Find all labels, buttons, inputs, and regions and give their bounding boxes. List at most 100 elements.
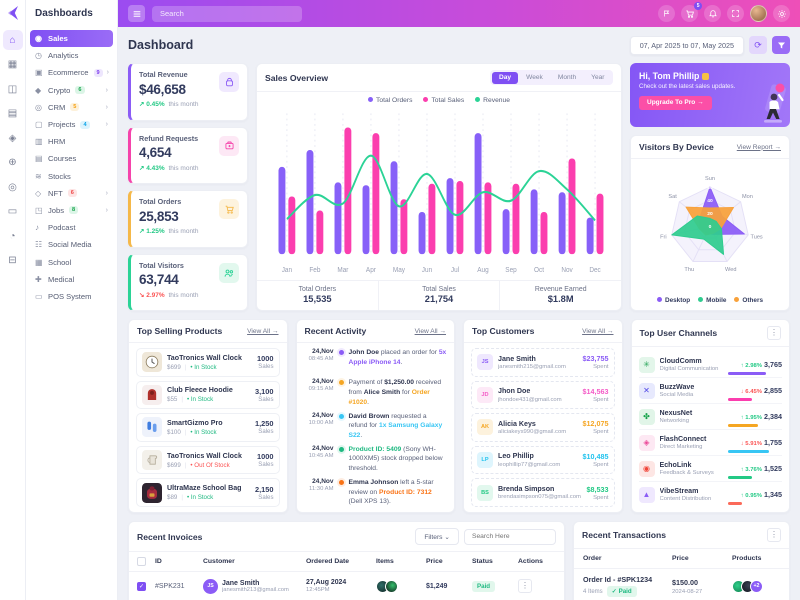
legend-desktop[interactable]: Desktop [656, 297, 690, 304]
refresh-button[interactable]: ⟳ [749, 36, 767, 54]
transactions-menu-icon[interactable]: ⋮ [767, 528, 781, 542]
customer-item[interactable]: LP Leo Phillip leophillip77@gmail.com $10… [471, 445, 615, 475]
filter-button[interactable] [772, 36, 790, 54]
channel-item-echolink[interactable]: ◉ EchoLink Feedback & Surveys ↑ 3.76% 1,52… [638, 456, 782, 482]
invoices-title: Recent Invoices [137, 531, 203, 542]
customers-view-all-link[interactable]: View All → [582, 327, 614, 335]
cart-icon[interactable]: 5 [681, 2, 702, 22]
legend-revenue[interactable]: Revenue [475, 97, 510, 104]
sidebar-item-nft[interactable]: ◇ NFT 6 › [35, 188, 108, 198]
topbar: 5 [118, 0, 800, 27]
sidebar-item-projects[interactable]: ▢ Projects 4 › [35, 120, 108, 130]
date-range-picker[interactable]: 07, Apr 2025 to 07, May 2025 [629, 35, 744, 55]
upgrade-pro-button[interactable]: Upgrade To Pro → [639, 95, 712, 110]
cloudcomm-logo-icon: ✳ [638, 356, 655, 373]
chevron-right-icon: › [105, 121, 108, 129]
sidebar-item-analytics[interactable]: ◷ Analytics [35, 51, 79, 61]
channel-item-cloudcomm[interactable]: ✳ CloudComm Digital Communication ↑ 2.98%… [638, 352, 782, 378]
tab-week[interactable]: Week [519, 72, 550, 84]
channel-item-flashconnect[interactable]: ◈ FlashConnect Direct Marketing ↓ 5.91% 1,… [638, 430, 782, 456]
products-view-all-link[interactable]: View All → [247, 327, 279, 335]
rail-chart-icon[interactable]: ◔ [9, 230, 16, 242]
user-avatar[interactable] [750, 5, 767, 22]
social-media-icon: ☷ [35, 240, 43, 250]
sidebar-item-hrm[interactable]: ▥ HRM [35, 137, 66, 147]
language-flag-icon[interactable] [658, 5, 675, 22]
product-item[interactable]: SmartGizmo Pro $100 | • In Stock 1,250 Sale… [136, 413, 280, 442]
top-user-channels-card: Top User Channels ⋮ ✳ CloudComm Digital C… [630, 319, 790, 513]
stat-card-refund-requests[interactable]: Refund Requests 4,654 ↗ 4.43% this month [128, 126, 248, 184]
rail-apps-icon[interactable]: ▦ [7, 59, 18, 70]
activity-view-all-link[interactable]: View All → [414, 327, 446, 335]
more-products-badge: +2 [750, 579, 763, 593]
select-all-checkbox[interactable] [137, 557, 146, 566]
sidebar-item-crm[interactable]: ◎ CRM 5 › [35, 102, 108, 112]
greeting-title: Hi, Tom Phillip [639, 71, 700, 81]
sidebar-item-social-media[interactable]: ☷ Social Media [35, 240, 92, 250]
transactions-table-header: Order Price Products [574, 549, 789, 569]
product-item[interactable]: Club Fleece Hoodie $55 | • In Stock 3,100 S… [136, 380, 280, 410]
tab-day[interactable]: Day [491, 71, 519, 84]
rail-layers-icon[interactable]: ◫ [7, 83, 18, 95]
product-item[interactable]: TaoTronics Wall Clock $699 | • Out Of Stoc… [136, 445, 280, 475]
menu-toggle-icon[interactable] [128, 5, 145, 22]
customer-item[interactable]: JS Jane Smith janesmith215@gmail.com $23,… [471, 348, 615, 377]
customer-item[interactable]: AK Alicia Keys aliciakeys990@gmail.com $1… [471, 413, 615, 442]
fullscreen-icon[interactable] [727, 5, 744, 22]
legend-total-sales[interactable]: Total Sales [423, 97, 464, 104]
rail-compass-icon[interactable]: ◎ [8, 181, 17, 193]
rail-diamond-icon[interactable]: ◈ [8, 132, 17, 144]
tab-year[interactable]: Year [584, 72, 611, 84]
sidebar-item-medical[interactable]: ✚ Medical [35, 274, 75, 284]
bag-icon [219, 72, 239, 92]
stat-card-total-orders[interactable]: Total Orders 25,853 ↗ 1.25% this month [128, 190, 248, 248]
transaction-row[interactable]: Order Id - #SPK1234 4 Items ✓ Paid $150.0… [574, 569, 789, 597]
product-item[interactable]: TaoTronics Wall Clock $699 | • In Stock 10… [136, 348, 280, 377]
invoices-search-input[interactable] [464, 528, 556, 545]
row-checkbox[interactable]: ✓ [137, 581, 146, 591]
channels-menu-icon[interactable]: ⋮ [767, 326, 781, 340]
settings-gear-icon[interactable] [773, 5, 790, 22]
channel-item-vibestream[interactable]: ▲ VibeStream Content Distribution ↑ 0.95%… [638, 482, 782, 507]
sidebar-item-jobs[interactable]: ◳ Jobs 8 › [35, 205, 108, 215]
search-input[interactable] [152, 5, 302, 22]
invoice-row[interactable]: ✓ #SPK231 JS Jane Smith janesmith213@gmai… [129, 572, 564, 600]
rail-document-icon[interactable]: ▤ [7, 108, 18, 119]
view-report-link[interactable]: View Report → [736, 143, 781, 151]
sidebar-item-podcast[interactable]: ♪ Podcast [35, 223, 76, 233]
sidebar-item-school[interactable]: ▦ School [35, 257, 72, 267]
stat-card-total-revenue[interactable]: Total Revenue $46,658 ↗ 0.45% this month [128, 63, 248, 121]
avatar: JS [477, 354, 493, 371]
product-item[interactable]: UltraMaze School Bag $89 | • In Stock 2,15… [136, 478, 280, 507]
filters-dropdown[interactable]: Filters ⌄ [415, 528, 459, 545]
legend-others[interactable]: Others [734, 297, 763, 304]
radar-chart: Sun Mon Tues Wed Thu Fri Sat 0 20 40 60 [631, 159, 789, 297]
rail-home-icon[interactable]: ⌂ [2, 30, 23, 50]
rail-wallet-icon[interactable]: ⊟ [8, 255, 17, 266]
sidebar-item-stocks[interactable]: ≋ Stocks [35, 171, 71, 181]
legend-total-orders[interactable]: Total Orders [368, 97, 412, 104]
stat-card-total-visitors[interactable]: Total Visitors 63,744 ↘ 2.97% this month [128, 253, 248, 311]
podcast-icon: ♪ [35, 223, 39, 233]
notifications-bell-icon[interactable] [704, 5, 721, 22]
sidebar-item-ecommerce[interactable]: ▣ Ecommerce 9 › [35, 68, 109, 78]
customer-item[interactable]: BS Brenda Simpson brendasimpson075@gmail.… [471, 478, 615, 507]
tab-month[interactable]: Month [551, 72, 583, 84]
brand-logo-icon[interactable] [5, 5, 21, 21]
ecommerce-icon: ▣ [35, 68, 43, 78]
summary-total-sales: Total Sales 21,754 [379, 281, 501, 310]
rail-globe-icon[interactable]: ⊕ [8, 157, 17, 168]
sidebar-item-sales[interactable]: ◉ Sales [30, 30, 113, 48]
sidebar-item-crypto[interactable]: ◆ Crypto 6 › [35, 85, 108, 95]
customer-item[interactable]: JD Jhon Doe jhondoe431@gmail.com $14,563 S… [471, 380, 615, 410]
sidebar-item-pos-system[interactable]: ▭ POS System [35, 291, 92, 301]
legend-mobile[interactable]: Mobile [698, 297, 726, 304]
rail-media-icon[interactable]: ▭ [7, 206, 18, 217]
sidebar: Dashboards ◉ Sales ◷ Analytics ▣ Ecommer… [26, 0, 118, 600]
channel-item-nexusnet[interactable]: ✤ NexusNet Networking ↑ 1.95% 2,384 [638, 404, 782, 430]
sidebar-item-courses[interactable]: ▤ Courses [35, 154, 77, 164]
row-actions-icon[interactable]: ⋮ [518, 579, 532, 593]
channel-item-buzzwave[interactable]: ✕ BuzzWave Social Media ↓ 6.45% 2,855 [638, 378, 782, 404]
cart-icon [219, 199, 239, 219]
